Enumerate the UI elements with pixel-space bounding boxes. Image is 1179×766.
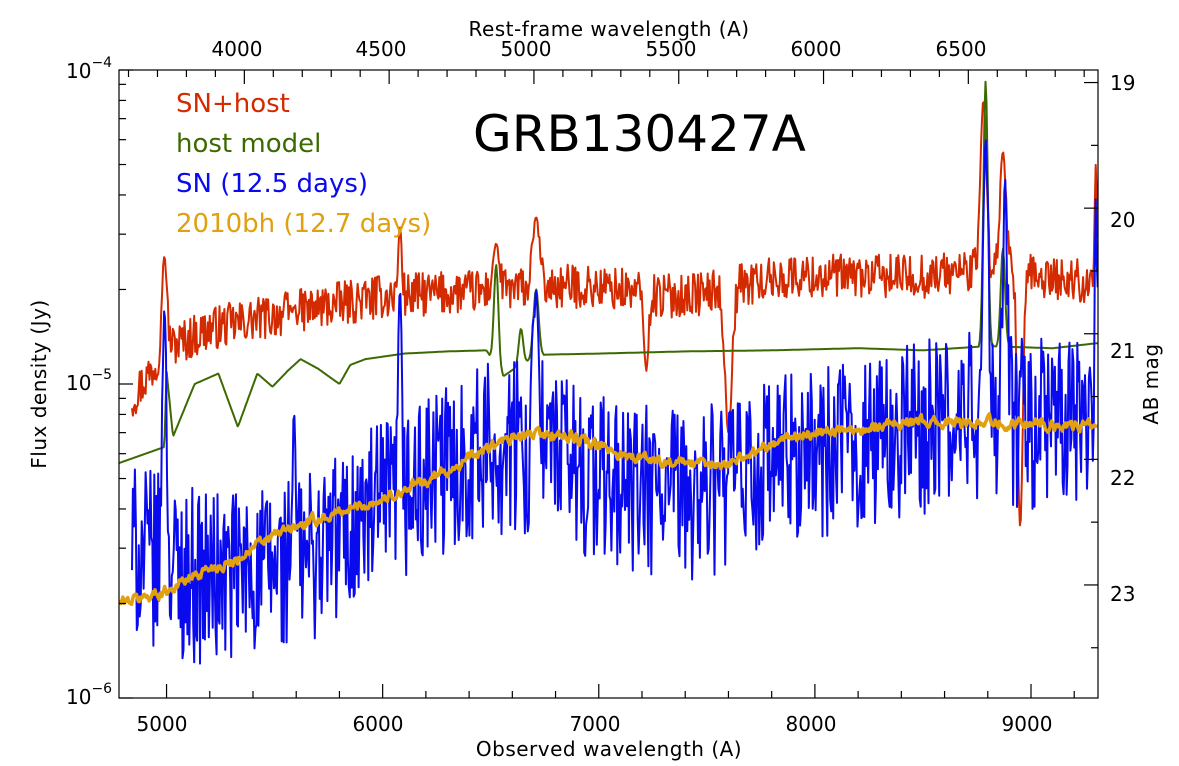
x2-tick-label: 5500	[646, 37, 697, 61]
x-tick-labels: 5000 6000 7000 8000 9000	[137, 712, 1053, 736]
y-tick-label: 10−5	[66, 367, 112, 395]
y2-tick-label: 19	[1110, 71, 1135, 95]
x2-tick-labels: 4000 4500 5000 5500 6000 6500	[212, 37, 987, 61]
y2-tick-label: 23	[1110, 582, 1135, 606]
series-line-host-model	[119, 80, 1098, 465]
legend-entry-sn: SN (12.5 days)	[176, 169, 368, 199]
legend: SN+host host model SN (12.5 days) 2010bh…	[176, 89, 431, 239]
x2-tick-label: 4500	[356, 37, 407, 61]
x-tick-label: 6000	[353, 712, 404, 736]
y-tick-label: 10−4	[66, 55, 112, 83]
legend-entry-sn-host: SN+host	[176, 89, 290, 119]
legend-entry-host-model: host model	[176, 129, 321, 159]
y-axis-title: Flux density (Jy)	[27, 299, 51, 468]
series-line-sn-host	[131, 101, 1098, 527]
y2-tick-label: 22	[1110, 466, 1135, 490]
y2-axis-title: AB mag	[1139, 343, 1163, 424]
x2-tick-label: 6500	[936, 37, 987, 61]
ticks-layer	[119, 69, 1098, 699]
series-line-sn-12-5-days	[131, 139, 1098, 665]
x2-tick-label: 5000	[501, 37, 552, 61]
x2-tick-label: 6000	[791, 37, 842, 61]
x-axis-title: Observed wavelength (A)	[476, 737, 742, 761]
x2-axis-title: Rest-frame wavelength (A)	[468, 17, 749, 41]
y2-tick-labels: 19 20 21 22 23	[1110, 71, 1135, 606]
y-tick-labels: 10−6 10−5 10−4	[66, 55, 112, 709]
legend-entry-2010bh: 2010bh (12.7 days)	[176, 209, 431, 239]
x-tick-label: 8000	[786, 712, 837, 736]
x-tick-label: 9000	[1002, 712, 1053, 736]
series-layer	[119, 80, 1098, 665]
chart-title: GRB130427A	[473, 105, 806, 163]
x-tick-label: 7000	[570, 712, 621, 736]
y-tick-label: 10−6	[66, 681, 112, 709]
y2-tick-label: 21	[1110, 339, 1135, 363]
x2-tick-label: 4000	[212, 37, 263, 61]
series-line-2010bh-12-7-days	[119, 412, 1098, 607]
y2-tick-label: 20	[1110, 208, 1135, 232]
x-tick-label: 5000	[137, 712, 188, 736]
